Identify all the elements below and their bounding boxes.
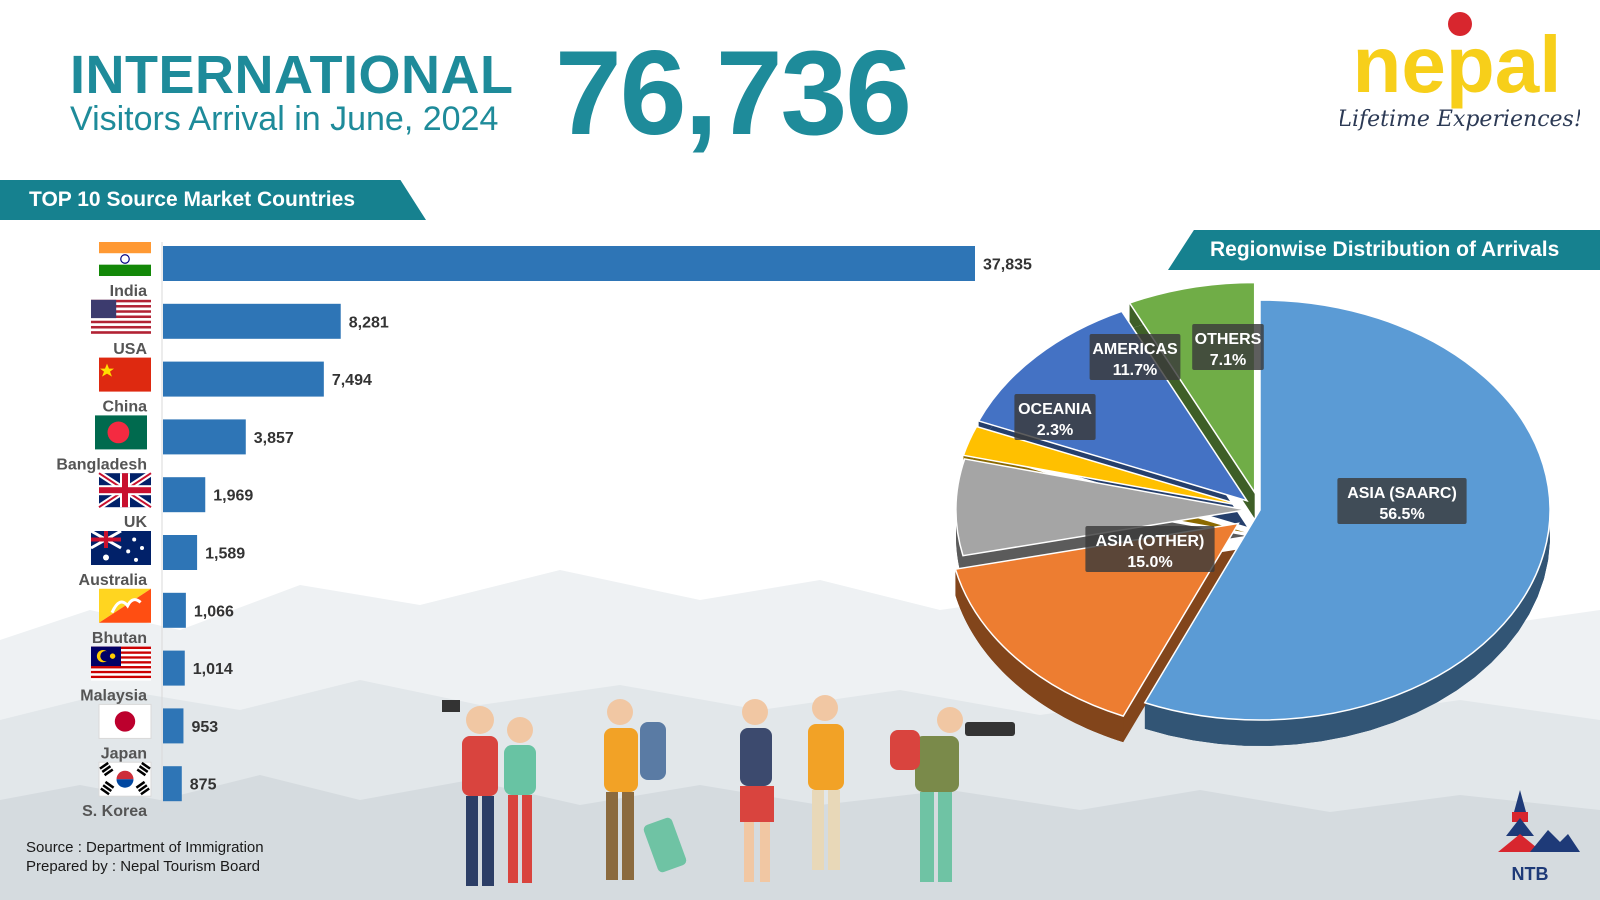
- bar-uk: [163, 477, 206, 513]
- country-label-bangladesh: Bangladesh: [56, 456, 147, 473]
- tourist-woman-figure: [740, 699, 774, 882]
- bar-value-bhutan: 1,066: [194, 603, 234, 620]
- source-note: Source : Department of Immigration: [26, 839, 264, 856]
- pie-label-asia-saarc: ASIA (SAARC) 56.5%: [1337, 478, 1467, 524]
- ntb-text: NTB: [1512, 864, 1549, 884]
- usa-flag-icon: [91, 299, 151, 334]
- pie-label-name-asia-saarc: ASIA (SAARC): [1347, 485, 1457, 502]
- pie-label-value-asia-other: 15.0%: [1127, 554, 1172, 571]
- bar-value-malaysia: 1,014: [193, 661, 233, 678]
- pie-label-others: OTHERS 7.1%: [1192, 324, 1264, 370]
- pie-slice-oceania: [962, 425, 1246, 507]
- bar-value-china: 7,494: [332, 372, 372, 389]
- australia-flag-icon: [90, 529, 151, 565]
- bar-value-uk: 1,969: [213, 488, 253, 505]
- bar-value-india: 37,835: [983, 257, 1032, 274]
- country-label-japan: Japan: [101, 745, 147, 762]
- bar-india: [163, 246, 975, 281]
- logo-brand: nepal: [1353, 20, 1562, 109]
- bar-s-korea: [163, 766, 182, 802]
- pie-slice-edge-1: [955, 569, 1124, 743]
- country-label-s-korea: S. Korea: [82, 803, 147, 820]
- china-flag-icon: [99, 357, 151, 392]
- bar-value-bangladesh: 3,857: [254, 430, 294, 447]
- country-label-uk: UK: [124, 514, 148, 531]
- pie-label-name-oceania: OCEANIA: [1018, 401, 1092, 418]
- nepal-logo: nepal Lifetime Experiences!: [1340, 12, 1580, 132]
- bar-australia: [163, 535, 198, 570]
- region-section-header: Regionwise Distribution of Arrivals: [1168, 230, 1600, 270]
- bar-value-japan: 953: [191, 719, 218, 736]
- country-label-china: China: [103, 399, 148, 416]
- japan-flag-icon: [98, 703, 152, 739]
- bar-value-usa: 8,281: [349, 314, 389, 331]
- pie-label-value-others: 7.1%: [1210, 352, 1246, 369]
- pie-label-name-americas: AMERICAS: [1092, 341, 1178, 358]
- pie-label-value-americas: 11.7%: [1113, 362, 1157, 379]
- pie-label-name-others: OTHERS: [1195, 331, 1262, 348]
- top10-bar-chart: 37,835 India 8,281 USA 7,494 China 3,857 Bangla…: [56, 242, 1032, 820]
- bar-value-australia: 1,589: [205, 546, 245, 563]
- logo-dot-icon: [1448, 12, 1472, 36]
- bar-malaysia: [163, 650, 185, 686]
- uk-flag-icon: [97, 470, 153, 510]
- tourist-photographer-figure: [890, 707, 1015, 882]
- bar-bhutan: [163, 592, 186, 628]
- malaysia-flag-icon: [91, 646, 151, 681]
- pie-label-value-asia-saarc: 56.5%: [1379, 506, 1424, 523]
- ntb-logo: NTB: [1498, 790, 1580, 884]
- pie-slice-americas: [977, 310, 1249, 503]
- bar-value-s-korea: 875: [190, 777, 217, 794]
- pie-label-value-oceania: 2.3%: [1037, 422, 1073, 439]
- bhutan-flag-icon: [99, 588, 151, 623]
- bar-usa: [163, 303, 341, 339]
- country-label-india: India: [110, 283, 147, 300]
- bar-bangladesh: [163, 419, 246, 455]
- country-label-bhutan: Bhutan: [92, 630, 147, 647]
- logo-tagline: Lifetime Experiences!: [1340, 107, 1580, 132]
- pie-label-americas: AMERICAS 11.7%: [1089, 334, 1181, 380]
- country-label-australia: Australia: [79, 572, 148, 589]
- bangladesh-flag-icon: [95, 415, 147, 450]
- title-international: INTERNATIONAL: [70, 45, 514, 105]
- pie-label-asia-other: ASIA (OTHER) 15.0%: [1085, 526, 1215, 572]
- pie-label-oceania: OCEANIA 2.3%: [1014, 394, 1096, 440]
- pie-slice-unlabeled: [955, 458, 1247, 557]
- total-visitors: 76,736: [555, 26, 912, 160]
- country-label-malaysia: Malaysia: [80, 688, 147, 705]
- tourist-backpacker-figure: [604, 699, 687, 880]
- south-korea-flag-icon: [98, 761, 152, 797]
- india-flag-icon: [99, 242, 151, 276]
- bar-japan: [163, 708, 184, 744]
- prepared-note: Prepared by : Nepal Tourism Board: [26, 858, 261, 875]
- bar-china: [163, 361, 324, 397]
- pie-label-name-asia-other: ASIA (OTHER): [1096, 533, 1205, 550]
- tourist-couple-figure: [442, 700, 536, 886]
- subtitle: Visitors Arrival in June, 2024: [70, 100, 499, 138]
- tourist-binoculars-figure: [808, 695, 844, 870]
- top10-section-header: TOP 10 Source Market Countries: [0, 180, 426, 220]
- country-label-usa: USA: [113, 341, 147, 358]
- tourists-illustration: [442, 695, 1015, 886]
